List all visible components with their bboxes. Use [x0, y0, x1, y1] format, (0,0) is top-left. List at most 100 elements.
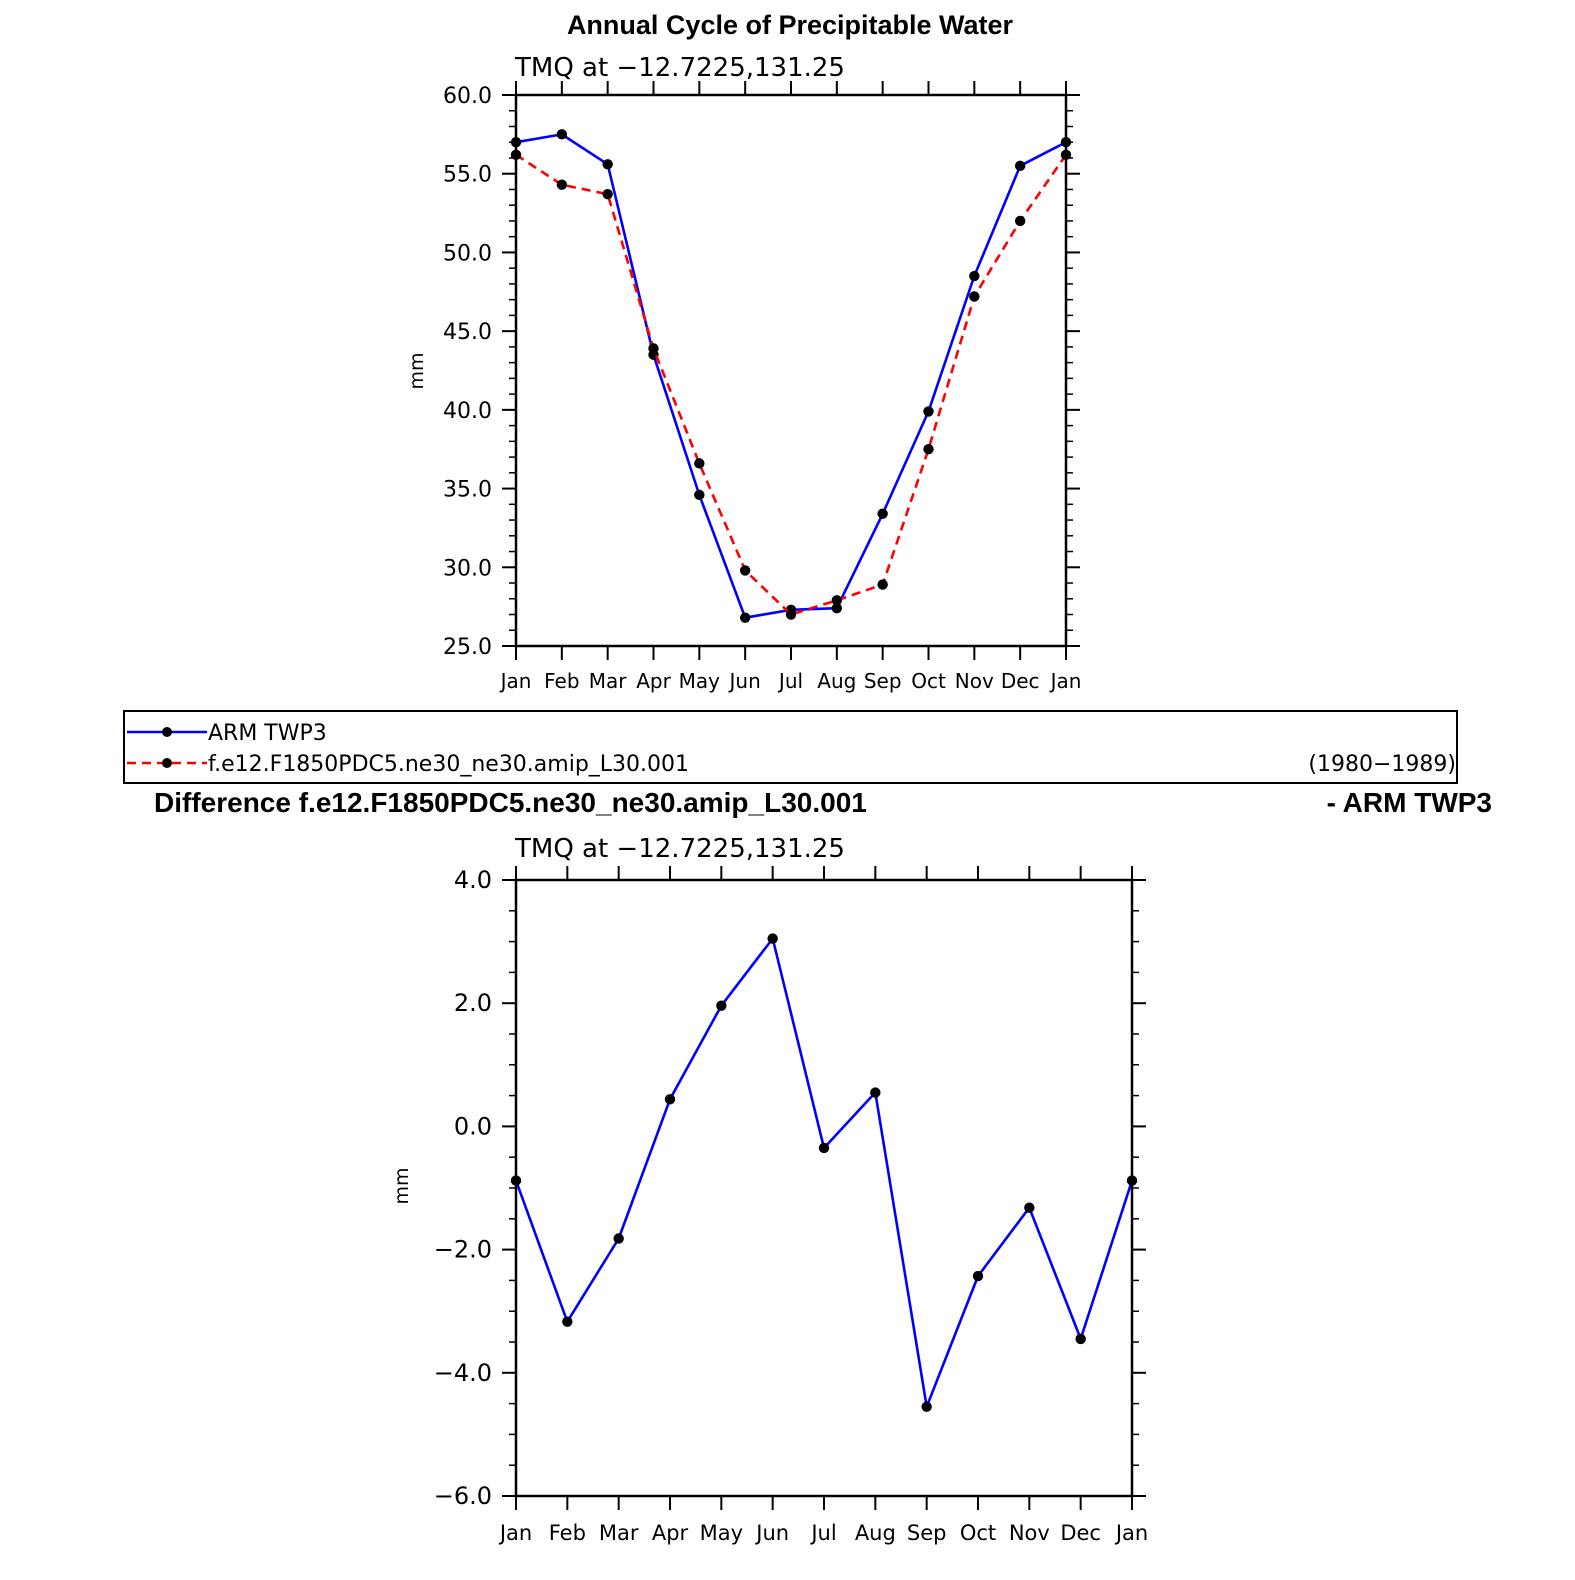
annual-cycle-chart: Annual Cycle of Precipitable Water TMQ a… — [406, 10, 1081, 693]
data-point — [602, 159, 613, 170]
data-point — [648, 343, 659, 354]
y-tick-label: 0.0 — [454, 1112, 492, 1140]
data-point — [785, 609, 797, 620]
data-point — [870, 1087, 881, 1098]
x-tick-label: Oct — [911, 669, 946, 693]
y-tick-label: −4.0 — [434, 1359, 492, 1387]
data-point — [556, 179, 568, 190]
y-tick-label: 60.0 — [443, 84, 492, 109]
difference-chart: Difference f.e12.F1850PDC5.ne30_ne30.ami… — [154, 787, 1492, 1545]
data-point — [923, 406, 934, 417]
y-tick-label: 50.0 — [443, 241, 492, 266]
data-point — [972, 1270, 984, 1282]
x-tick-label: Dec — [1001, 669, 1040, 693]
data-point — [739, 565, 751, 576]
x-tick-label: Sep — [907, 1521, 947, 1545]
data-point — [1060, 149, 1072, 161]
x-tick-label: Sep — [864, 669, 902, 693]
legend: ARM TWP3 f.e12.F1850PDC5.ne30_ne30.amip_… — [123, 710, 1458, 784]
x-tick-label: Nov — [1009, 1521, 1050, 1545]
x-tick-label: Mar — [589, 669, 628, 693]
legend-label-model: f.e12.F1850PDC5.ne30_ne30.amip_L30.001 — [208, 752, 689, 777]
x-tick-label: Aug — [817, 669, 856, 693]
chart-title: Annual Cycle of Precipitable Water — [567, 10, 1014, 40]
x-tick-label: Apr — [636, 669, 671, 693]
x-tick-label: Jun — [728, 669, 761, 693]
x-tick-label: May — [700, 1521, 743, 1545]
legend-marker-model — [162, 758, 172, 768]
y-axis-label: mm — [391, 1167, 413, 1204]
data-point — [831, 603, 843, 614]
data-point — [716, 1000, 727, 1011]
data-point — [877, 579, 888, 590]
x-tick-label: Aug — [855, 1521, 896, 1545]
x-tick-label: May — [679, 669, 721, 693]
x-tick-label: Jan — [1114, 1521, 1148, 1545]
x-tick-label: Jun — [754, 1521, 789, 1545]
data-point — [1024, 1202, 1035, 1213]
x-tick-label: Mar — [599, 1521, 639, 1545]
data-point — [831, 595, 843, 606]
x-tick-label: Feb — [544, 669, 579, 693]
x-tick-label: Jan — [1049, 669, 1082, 693]
data-point — [510, 137, 522, 148]
data-point — [1014, 215, 1026, 227]
y-tick-label: 30.0 — [443, 556, 492, 581]
x-tick-label: Jul — [809, 1521, 836, 1545]
data-point — [1126, 1175, 1138, 1186]
x-tick-label: Jul — [777, 669, 803, 693]
data-point — [1014, 160, 1026, 172]
y-tick-label: 40.0 — [443, 399, 492, 424]
data-point — [664, 1094, 676, 1105]
x-tick-label: Oct — [960, 1521, 996, 1545]
y-tick-label: −2.0 — [434, 1236, 492, 1264]
data-point — [969, 291, 980, 302]
plot-frame — [514, 878, 1134, 1498]
series-line-1 — [515, 153, 1068, 616]
data-point — [510, 149, 522, 161]
y-axis-label: mm — [406, 352, 428, 389]
data-point — [694, 458, 705, 469]
data-point — [694, 489, 705, 501]
legend-years: (1980−1989) — [1308, 752, 1456, 777]
data-point — [556, 129, 568, 140]
y-tick-label: 4.0 — [454, 866, 492, 894]
legend-box — [123, 710, 1458, 784]
y-tick-label: 35.0 — [443, 478, 492, 503]
y-tick-label: −6.0 — [434, 1482, 492, 1510]
y-tick-label: 55.0 — [443, 163, 492, 188]
x-tick-label: Jan — [498, 1521, 532, 1545]
x-tick-label: Feb — [549, 1521, 586, 1545]
chart-title: Difference f.e12.F1850PDC5.ne30_ne30.ami… — [154, 787, 867, 818]
y-tick-label: 25.0 — [443, 635, 492, 660]
data-point — [1060, 137, 1072, 148]
data-point — [602, 188, 613, 200]
series-line-0 — [515, 133, 1067, 620]
data-point — [613, 1233, 624, 1244]
y-tick-label: 45.0 — [443, 320, 492, 345]
legend-label-arm: ARM TWP3 — [208, 721, 327, 746]
data-point — [818, 1142, 830, 1154]
x-tick-label: Dec — [1060, 1521, 1101, 1545]
x-tick-label: Apr — [652, 1521, 689, 1545]
y-tick-label: 2.0 — [454, 989, 492, 1017]
x-tick-label: Nov — [955, 669, 994, 693]
chart-title-right: - ARM TWP3 — [1327, 787, 1492, 818]
data-point — [767, 933, 778, 944]
data-point — [923, 444, 934, 455]
x-tick-label: Jan — [499, 669, 532, 693]
series-line-0 — [514, 937, 1134, 1408]
data-point — [877, 508, 888, 519]
data-point — [921, 1401, 932, 1412]
chart-subtitle: TMQ at −12.7225,131.25 — [514, 53, 845, 83]
plot-frame — [514, 93, 1068, 648]
plot-area: −6.0 −4.0 −2.0 0.0 2.0 4.0 Jan Feb Mar Apr May Jun J… — [434, 866, 1148, 1545]
data-point — [562, 1316, 573, 1327]
data-point — [1075, 1333, 1086, 1345]
plot-area: 25.0 30.0 35.0 40.0 45.0 50.0 55.0 60.0 Jan Feb Ma… — [443, 81, 1081, 693]
data-point — [969, 270, 980, 282]
data-point — [739, 612, 751, 623]
legend-marker-arm — [162, 727, 172, 737]
